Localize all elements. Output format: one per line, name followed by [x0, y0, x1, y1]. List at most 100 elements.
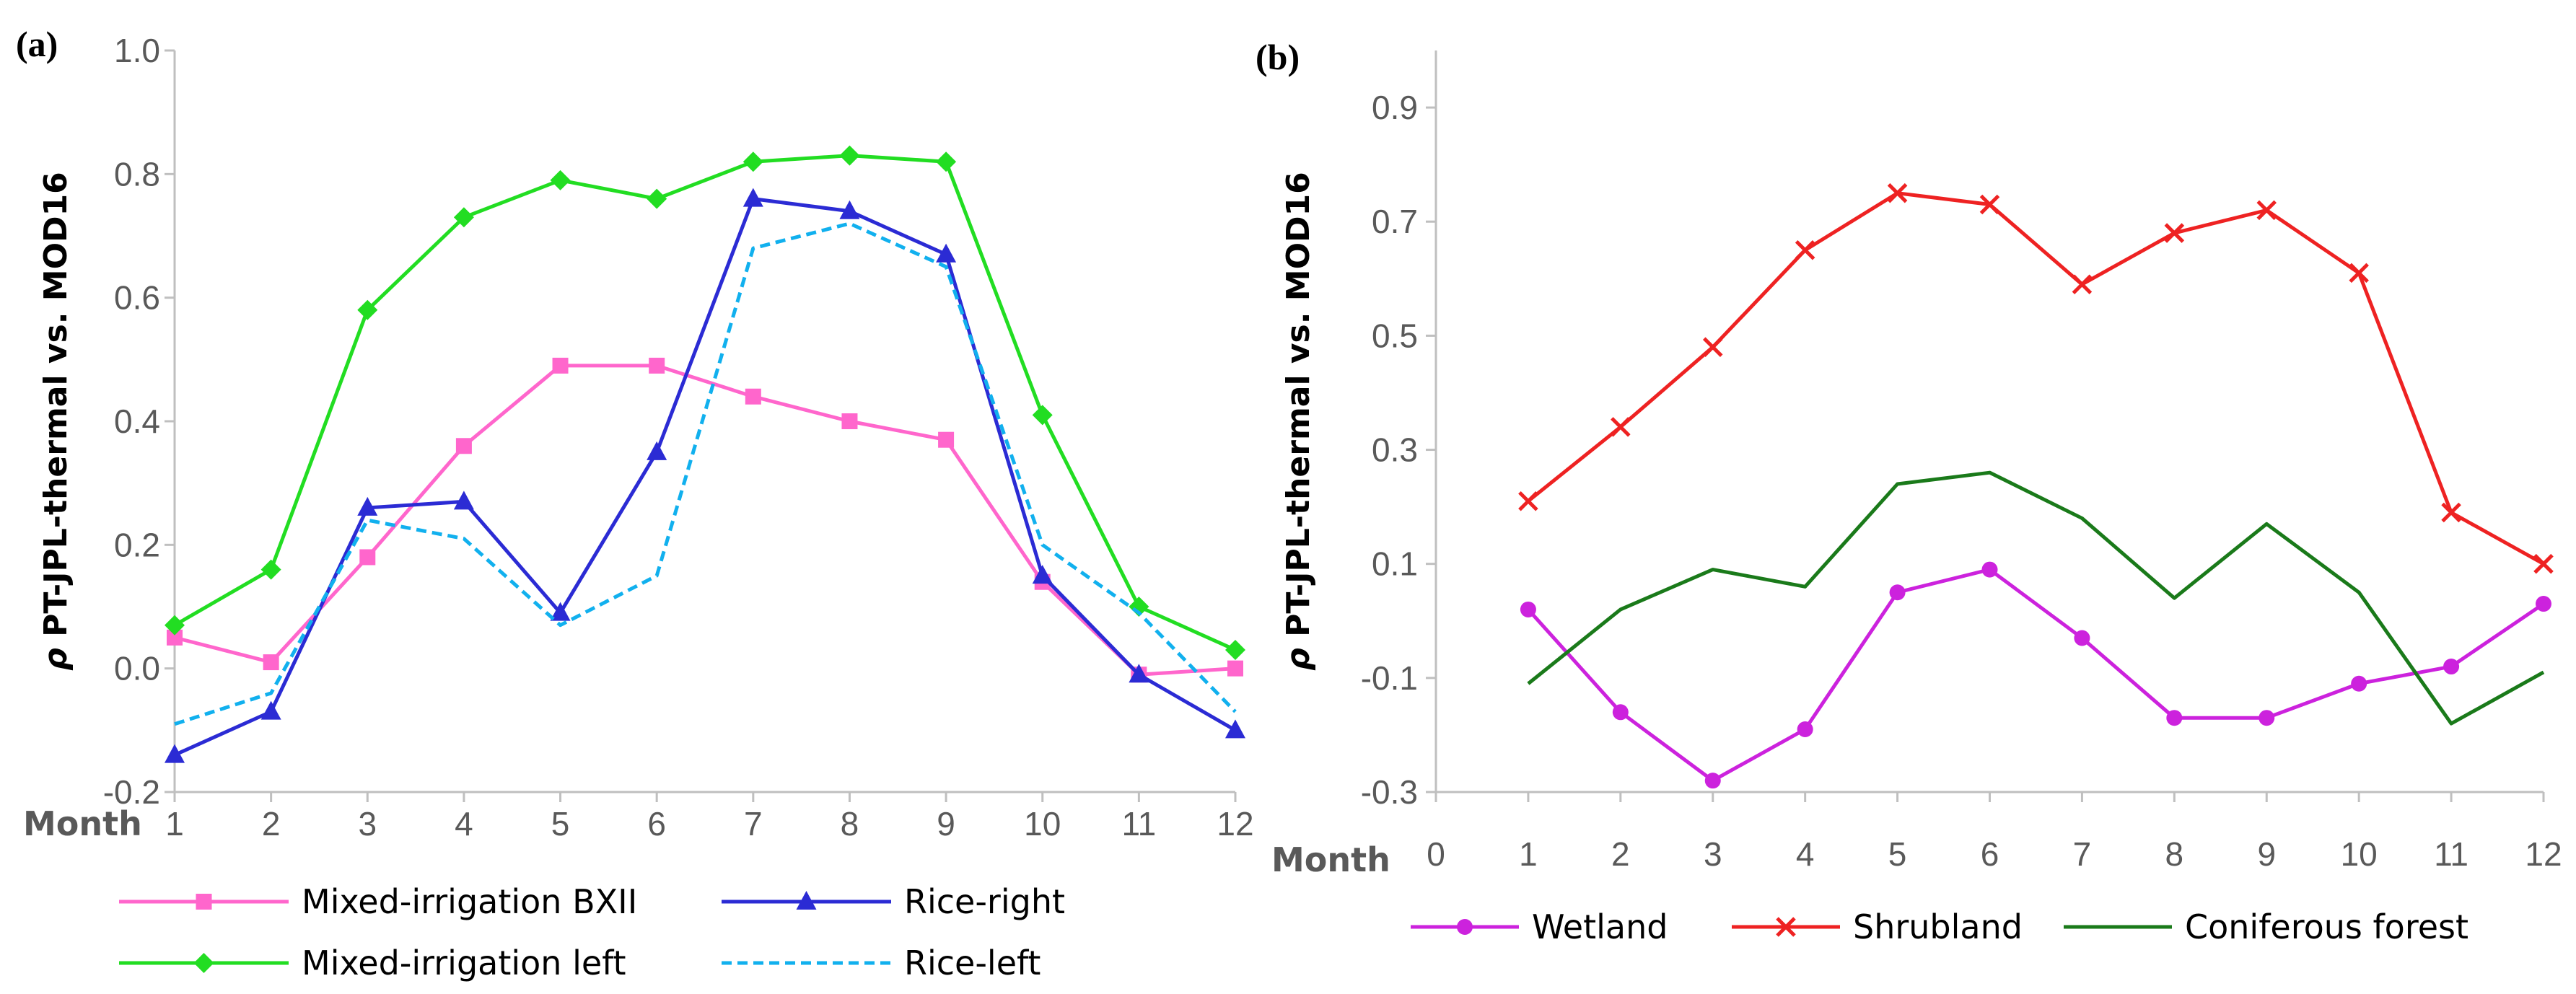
x-tick-label: 1	[1519, 835, 1538, 873]
series-line	[174, 221, 1237, 726]
x-axis-label: Month	[23, 804, 142, 843]
y-tick-label: 0.3	[1372, 431, 1418, 469]
legend-label: Mixed-irrigation BXII	[302, 882, 637, 921]
data-point	[938, 431, 955, 448]
data-point	[263, 654, 279, 671]
x-tick-label: 6	[647, 805, 666, 843]
data-point	[2074, 630, 2090, 646]
legend-marker	[1776, 917, 1796, 937]
data-point	[1611, 417, 1631, 437]
series-shrubland	[1518, 182, 2554, 574]
data-point	[1129, 664, 1149, 683]
data-point	[1518, 491, 1538, 511]
data-point	[1225, 639, 1245, 660]
data-point	[1797, 721, 1813, 738]
data-point	[167, 629, 183, 646]
x-tick-label: 6	[1981, 835, 1999, 873]
data-point	[839, 200, 860, 219]
data-point	[1612, 704, 1629, 721]
x-tick-label: 4	[1796, 835, 1815, 873]
data-point	[2441, 502, 2461, 523]
data-point	[260, 700, 281, 720]
x-tick-label: 5	[551, 805, 570, 843]
legend-marker	[196, 894, 212, 910]
x-tick-label: 12	[2525, 835, 2562, 873]
y-tick-label: 0.0	[114, 650, 160, 687]
x-tick-label: 8	[2165, 835, 2184, 873]
data-point	[1979, 194, 2000, 215]
legend-label: Rice-right	[904, 882, 1065, 921]
y-tick-label: 0.6	[114, 279, 160, 317]
data-point	[550, 170, 571, 190]
legend-entry: Mixed-irrigation BXII	[119, 882, 637, 921]
data-point	[936, 243, 957, 263]
legend-marker	[193, 953, 214, 973]
x-tick-label: 7	[744, 805, 763, 843]
y-tick-label: -0.1	[1361, 659, 1418, 697]
rho-symbol: ρ	[1280, 648, 1317, 671]
y-tick-label: 0.7	[1372, 203, 1418, 240]
data-point	[550, 602, 571, 621]
data-point	[1887, 182, 1908, 203]
data-point	[1795, 240, 1815, 260]
y-axis-title-text: PT-JPL-thermal vs. MOD16	[1280, 172, 1317, 648]
x-tick-label: 3	[358, 805, 377, 843]
y-tick-label: 0.8	[114, 155, 160, 193]
y-tick-label: -0.2	[103, 773, 160, 811]
legend-entry: Wetland	[1411, 907, 1668, 946]
x-tick-label: 11	[2434, 835, 2468, 873]
data-point	[552, 357, 569, 374]
data-point	[2533, 553, 2554, 574]
x-tick-label: 9	[2257, 835, 2276, 873]
data-point	[2256, 200, 2277, 221]
data-point	[357, 299, 378, 320]
data-point	[453, 207, 474, 228]
x-tick-label: 3	[1704, 835, 1722, 873]
legend-marker	[1457, 919, 1473, 935]
data-point	[742, 188, 763, 207]
legend-label: Shrubland	[1853, 907, 2023, 946]
y-tick-label: 0.1	[1372, 545, 1418, 583]
y-tick-label: 0.2	[114, 526, 160, 563]
data-point	[165, 744, 185, 763]
data-point	[455, 438, 472, 454]
series-line	[173, 154, 1237, 652]
data-point	[1225, 719, 1245, 739]
data-point	[357, 496, 378, 516]
legend-entry: Coniferous forest	[2064, 907, 2468, 946]
data-point	[839, 145, 860, 166]
data-point	[2443, 659, 2460, 675]
y-tick-label: 1.0	[114, 32, 160, 69]
y-tick-label: 0.5	[1372, 317, 1418, 354]
x-tick-label: 10	[1024, 805, 1061, 843]
data-point	[2351, 675, 2367, 692]
x-tick-label: 7	[2073, 835, 2092, 873]
data-point	[2349, 263, 2369, 283]
data-point	[841, 413, 858, 429]
data-point	[647, 441, 667, 460]
data-point	[1981, 561, 1998, 578]
x-tick-label: 9	[937, 805, 955, 843]
data-point	[1702, 337, 1723, 357]
data-point	[453, 491, 474, 510]
rho-symbol: ρ	[38, 648, 74, 671]
series-line	[1527, 568, 2545, 783]
data-point	[1032, 405, 1053, 426]
series-line	[1527, 470, 2545, 726]
chart-panel-b: -0.3-0.10.10.30.50.70.90 1 2 3 4 5 6 7 8 9 10 11 12M…	[1256, 37, 2562, 946]
legend-label: Mixed-irrigation left	[302, 944, 626, 982]
y-axis-title: ρ PT-JPL-thermal vs. MOD16	[1280, 172, 1317, 670]
panel-label: (b)	[1256, 37, 1300, 77]
legend-label: Rice-left	[904, 944, 1041, 982]
panel-label: (a)	[16, 24, 58, 64]
x-tick-label: 4	[455, 805, 473, 843]
x-tick-label: 12	[1217, 805, 1253, 843]
data-point	[2536, 596, 2551, 612]
y-tick-label: 0.4	[114, 403, 160, 440]
data-point	[742, 151, 763, 172]
legend-marker	[796, 891, 817, 910]
data-point	[2164, 223, 2185, 243]
x-tick-label: 2	[1611, 835, 1630, 873]
data-point	[2166, 710, 2183, 726]
